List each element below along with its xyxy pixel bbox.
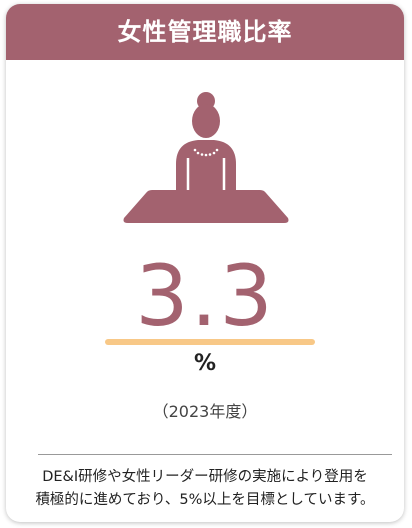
card: 女性管理職比率 3.3 % （2023年度） DE&I研修や女性リーダー研修の実… bbox=[6, 4, 404, 522]
metric-value: 3.3 bbox=[135, 247, 275, 345]
accent-bar bbox=[105, 339, 315, 345]
divider bbox=[38, 454, 392, 455]
description-line: 積極的に進めており、5%以上を目標としています。 bbox=[35, 492, 375, 508]
woman-desk-icon bbox=[123, 92, 289, 223]
metric-period: （2023年度） bbox=[152, 402, 258, 421]
description: DE&I研修や女性リーダー研修の実施により登用を 積極的に進めており、5%以上を… bbox=[6, 466, 404, 512]
metric-unit: % bbox=[193, 351, 217, 376]
header-title: 女性管理職比率 bbox=[6, 4, 404, 60]
description-line: DE&I研修や女性リーダー研修の実施により登用を bbox=[42, 469, 368, 485]
